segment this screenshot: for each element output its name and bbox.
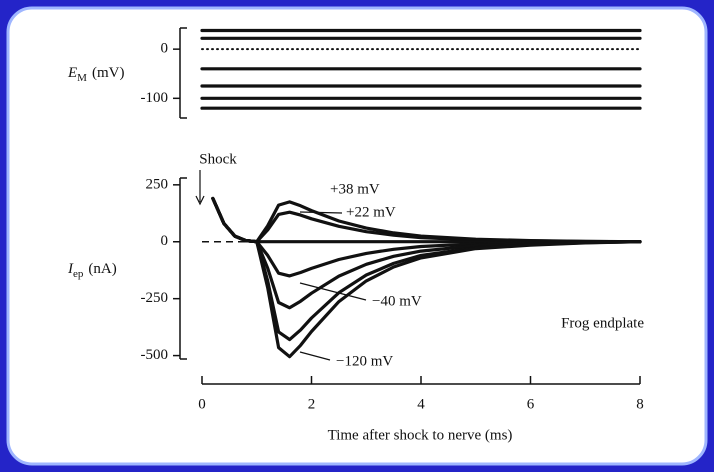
y-tick-label: -250 (141, 290, 169, 306)
y-label-unit: (nA) (88, 261, 116, 277)
y-tick-label: 250 (146, 176, 169, 192)
series-label: −40 mV (372, 293, 422, 309)
y-tick-label: -500 (141, 347, 169, 363)
series-label: +38 mV (330, 181, 380, 197)
annotation: Shock (199, 151, 237, 167)
y-label-symbol: E (67, 65, 77, 81)
y-label-subscript: ep (73, 268, 84, 280)
x-tick-label: 6 (527, 396, 535, 412)
x-tick-label: 4 (417, 396, 425, 412)
y-axis-label: EM (mV) (67, 65, 124, 83)
annotation: Frog endplate (561, 315, 644, 331)
x-axis-label: Time after shock to nerve (ms) (328, 427, 513, 443)
y-tick-label: -100 (141, 90, 169, 106)
y-label-symbol: I (67, 261, 74, 277)
series-label: −120 mV (336, 353, 393, 369)
leader-line (299, 211, 343, 214)
y-label-subscript: M (77, 72, 87, 84)
shock-arrowhead (195, 195, 205, 206)
y-tick-label: 0 (161, 41, 169, 57)
leader-line (299, 351, 331, 361)
series-label: +22 mV (346, 204, 396, 220)
y-tick-label: 0 (161, 233, 169, 249)
x-tick-label: 0 (198, 396, 206, 412)
leader-line (299, 282, 367, 301)
x-tick-label: 8 (636, 396, 644, 412)
x-tick-label: 2 (308, 396, 316, 412)
panel (6, 6, 708, 466)
trace (211, 196, 642, 359)
y-axis-label: Iep (nA) (67, 261, 117, 279)
y-label-unit: (mV) (92, 65, 125, 81)
